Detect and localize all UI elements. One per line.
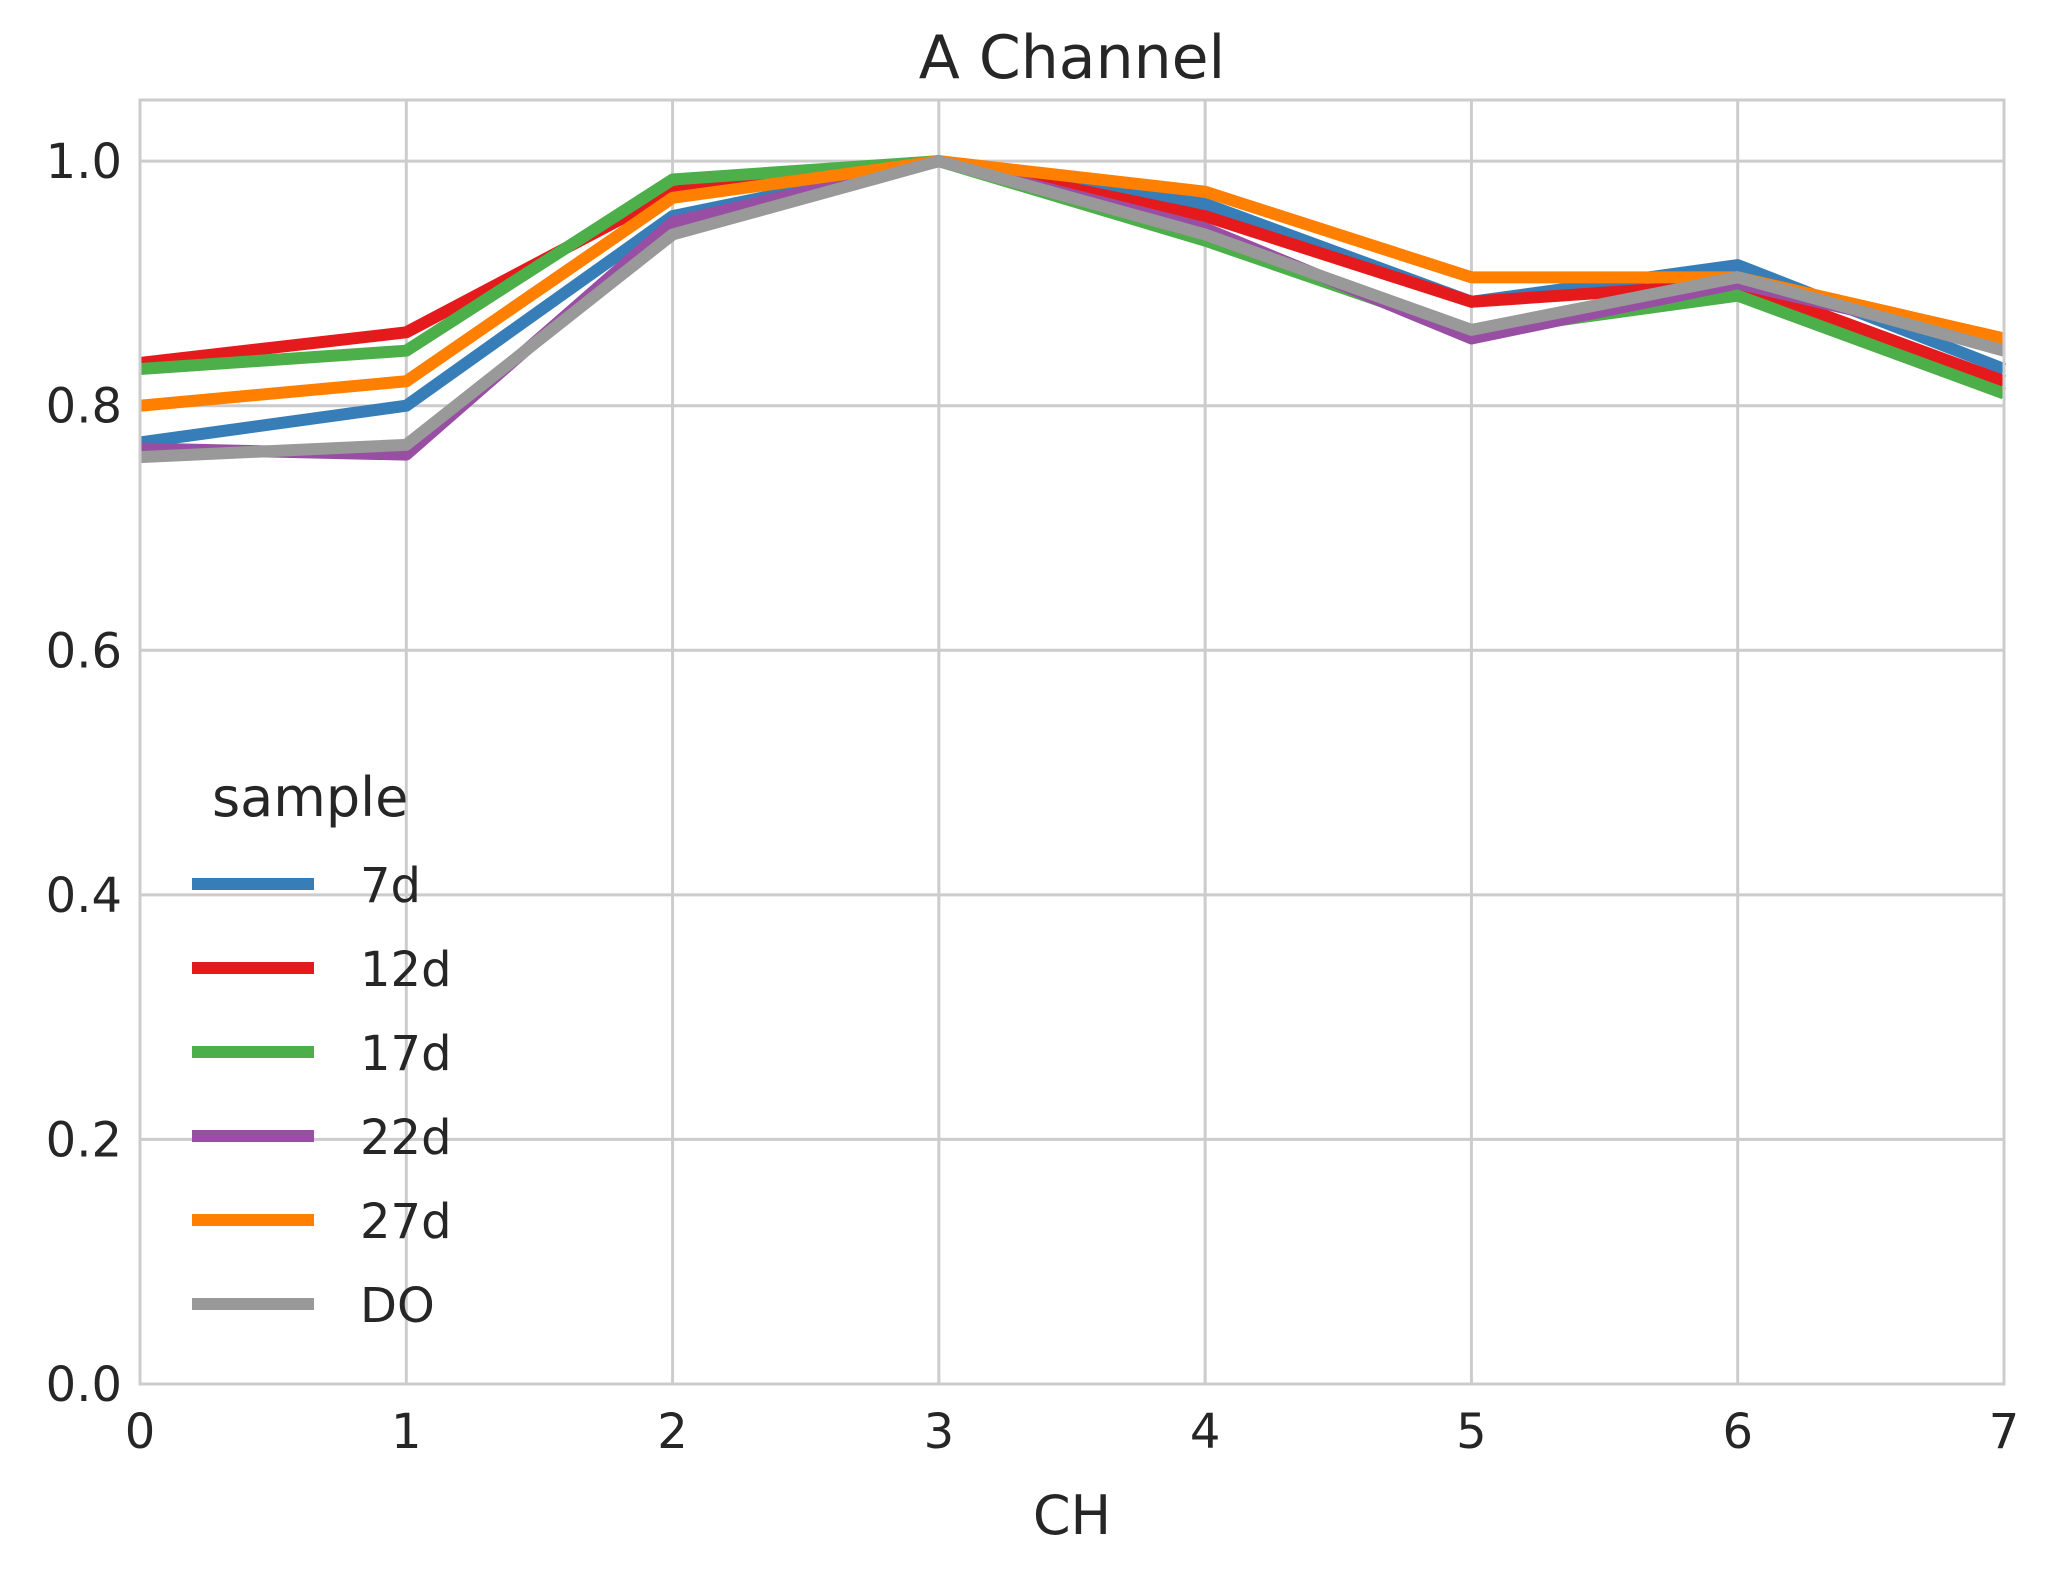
legend-label-DO: DO [360,1278,435,1334]
legend: sample 7d 12d 17d 22d 27d DO [192,766,452,1334]
series-line-27d [139,155,2006,412]
y-tick-label: 0.6 [46,623,122,679]
plot-frame [138,98,2006,1386]
x-tick-label: 6 [1722,1404,1753,1460]
series-line-DO [139,155,2006,464]
y-tick-label: 1.0 [46,134,122,190]
legend-label-7d: 7d [360,858,421,914]
x-tick-label: 3 [924,1404,955,1460]
x-tick-label: 1 [391,1404,422,1460]
y-tick-label: 0.8 [46,379,122,435]
y-tick-label: 0.2 [46,1112,122,1168]
y-tick-label: 0.4 [46,868,122,924]
x-tick-label: 2 [657,1404,688,1460]
series-lines [139,155,2007,464]
x-tick-label: 0 [125,1404,156,1460]
legend-label-27d: 27d [360,1194,452,1250]
legend-label-22d: 22d [360,1110,452,1166]
x-tick-label: 7 [1989,1404,2020,1460]
y-tick-label: 0.0 [46,1357,122,1413]
legend-label-17d: 17d [360,1026,452,1082]
legend-title: sample [212,766,408,829]
x-axis-title: CH [1033,1484,1111,1547]
x-tick-label: 5 [1456,1404,1487,1460]
legend-label-12d: 12d [360,942,452,998]
chart-title: A Channel [919,23,1225,93]
tick-labels: 0 1 2 3 4 5 6 7 0.0 0.2 0.4 0.6 0.8 1.0 [46,134,2020,1460]
x-tick-label: 4 [1190,1404,1221,1460]
